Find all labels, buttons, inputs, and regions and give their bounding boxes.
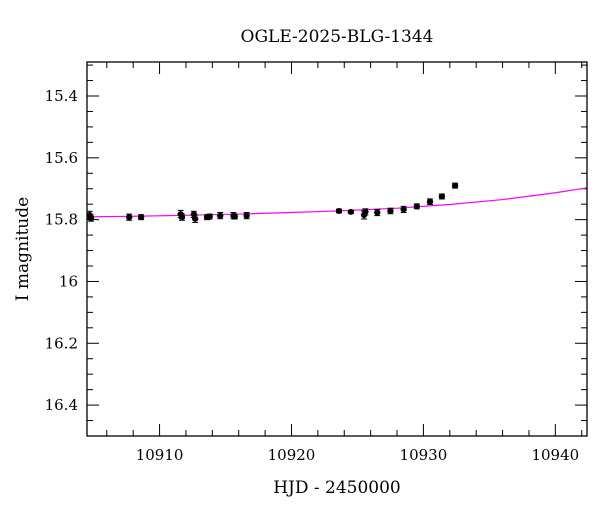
data-point xyxy=(362,208,369,216)
data-marker xyxy=(362,208,369,215)
data-marker xyxy=(217,212,224,219)
y-axis-label: I magnitude xyxy=(13,197,33,301)
data-point xyxy=(451,182,459,189)
data-point xyxy=(243,212,250,220)
data-point xyxy=(374,208,381,217)
data-point xyxy=(217,212,224,220)
data-marker xyxy=(374,209,381,216)
data-point xyxy=(426,198,434,205)
data-marker xyxy=(438,193,446,200)
data-marker xyxy=(243,212,250,219)
y-tick-label: 15.4 xyxy=(45,87,78,105)
x-axis-label: HJD - 2450000 xyxy=(273,478,401,498)
y-tick-label: 16.4 xyxy=(45,396,78,414)
model-curve xyxy=(86,187,588,218)
data-marker xyxy=(87,215,95,222)
y-tick-label: 15.6 xyxy=(45,149,78,167)
data-marker xyxy=(451,182,459,189)
data-marker xyxy=(178,214,186,221)
data-point xyxy=(178,213,186,221)
data-point xyxy=(126,213,133,221)
data-marker xyxy=(426,198,434,205)
y-tick-label: 16 xyxy=(59,272,78,290)
data-marker xyxy=(191,215,199,222)
data-point xyxy=(137,214,145,221)
data-marker xyxy=(413,203,421,210)
data-point xyxy=(347,208,355,215)
y-tick-label: 16.2 xyxy=(45,334,78,352)
plot-frame xyxy=(86,61,588,437)
data-point xyxy=(87,214,95,222)
x-tick-label: 10940 xyxy=(531,446,579,464)
data-marker xyxy=(126,214,133,221)
data-point xyxy=(438,193,446,200)
data-marker xyxy=(387,207,394,214)
x-tick-label: 10920 xyxy=(268,446,316,464)
y-tick-label: 15.8 xyxy=(45,211,78,229)
data-point xyxy=(191,214,199,223)
chart-title: OGLE-2025-BLG-1344 xyxy=(241,27,434,47)
data-marker xyxy=(347,208,355,215)
data-point xyxy=(206,213,213,220)
data-point xyxy=(400,205,407,214)
data-point xyxy=(335,207,343,214)
data-marker xyxy=(137,214,145,221)
x-tick-label: 10910 xyxy=(136,446,184,464)
x-tick-label: 10930 xyxy=(400,446,448,464)
data-point xyxy=(231,213,238,220)
data-point xyxy=(413,203,421,210)
data-marker xyxy=(206,213,213,220)
data-marker xyxy=(335,207,343,214)
data-point xyxy=(387,207,394,215)
data-marker xyxy=(400,206,407,213)
data-marker xyxy=(231,213,238,220)
